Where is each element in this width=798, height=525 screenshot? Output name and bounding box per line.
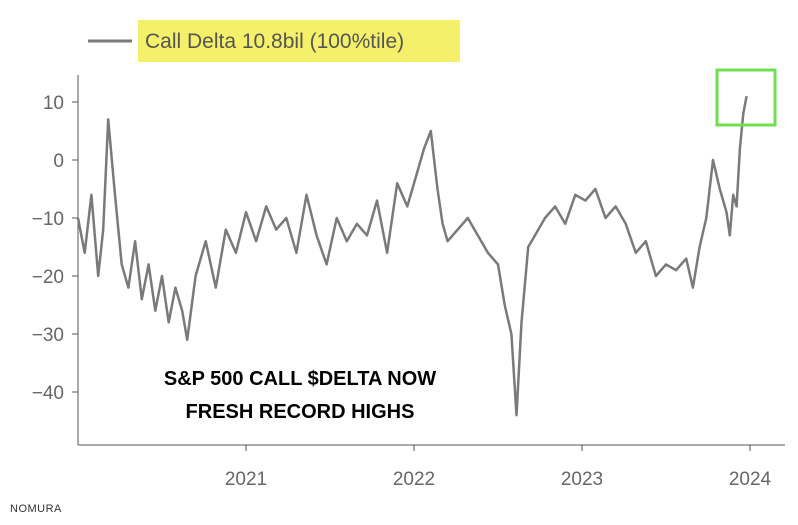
series-line-call-delta xyxy=(76,95,748,417)
legend-label: Call Delta 10.8bil (100%tile) xyxy=(145,30,404,53)
y-ticks: 10 0 −10 −20 −30 −40 xyxy=(32,93,78,404)
callout-box xyxy=(715,68,777,127)
source-label: NOMURA xyxy=(10,503,62,515)
x-tick-label: 2024 xyxy=(729,469,772,490)
x-tick-label: 2021 xyxy=(225,469,267,490)
y-tick-label: −10 xyxy=(32,209,64,230)
annotation-line-1: S&P 500 CALL $DELTA NOW xyxy=(164,368,436,390)
annotation-line-2: FRESH RECORD HIGHS xyxy=(186,401,415,423)
x-tick-label: 2022 xyxy=(393,469,435,490)
y-tick-label: −20 xyxy=(32,267,64,288)
y-tick-label: −30 xyxy=(32,325,64,346)
legend-highlight xyxy=(138,20,460,62)
x-ticks: 2021 2022 2023 2024 xyxy=(225,445,772,490)
y-tick-label: 10 xyxy=(43,93,64,114)
y-tick-label: −40 xyxy=(32,383,64,404)
y-tick-label: 0 xyxy=(53,151,64,172)
x-tick-label: 2023 xyxy=(561,469,603,490)
